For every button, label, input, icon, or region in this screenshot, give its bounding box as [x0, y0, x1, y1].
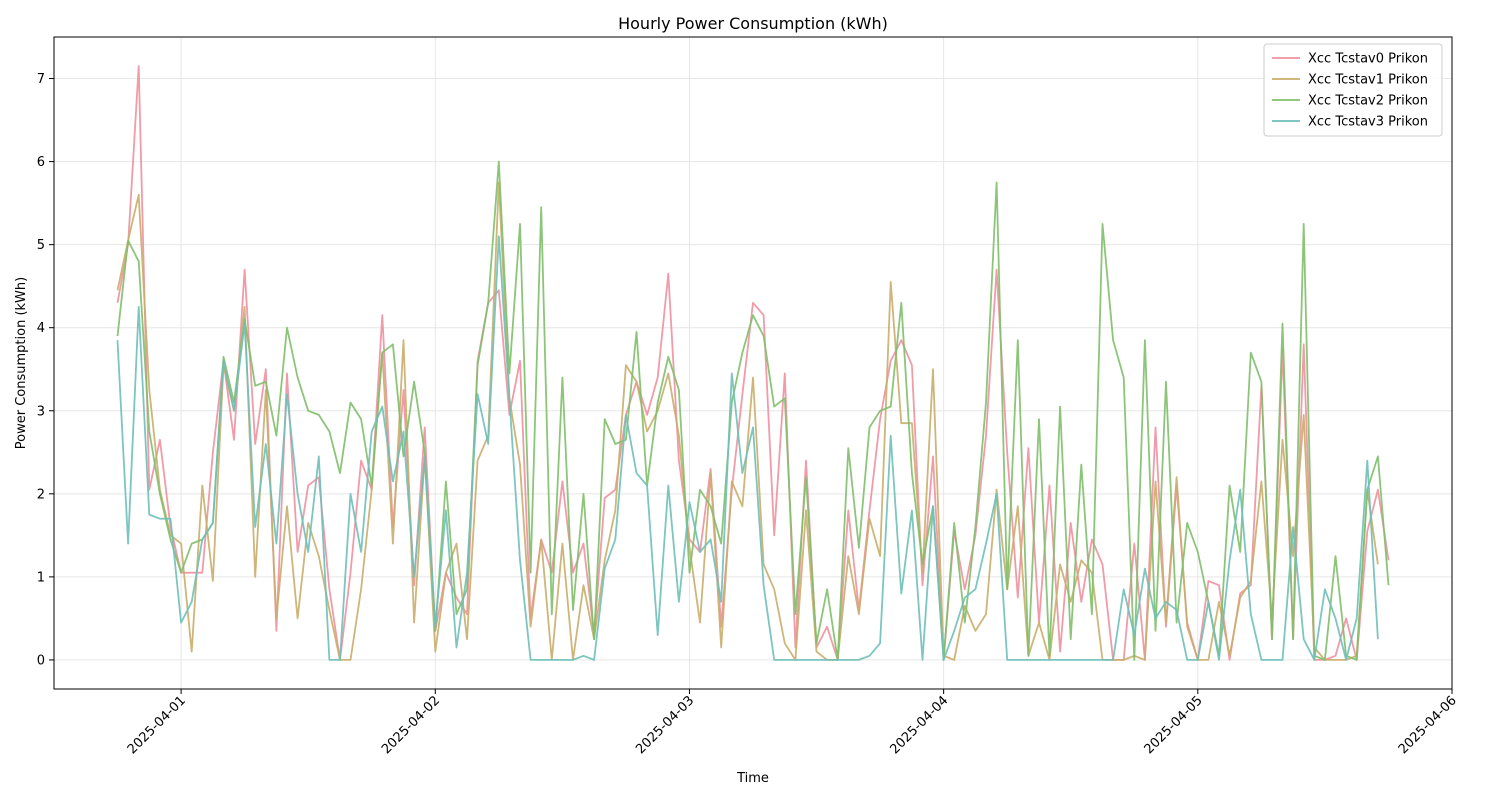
- y-tick-label: 5: [37, 238, 45, 253]
- y-tick-label: 2: [37, 487, 45, 502]
- y-tick-label: 1: [37, 570, 45, 585]
- legend: Xcc Tcstav0 Prikon Xcc Tcstav1 Prikon Xcc …: [1263, 43, 1443, 137]
- grid-lines: [54, 37, 1453, 689]
- series-line-2: [116, 160, 1390, 661]
- series-line-3: [116, 235, 1379, 661]
- y-tick-label: 3: [37, 404, 45, 419]
- x-axis-title: Time: [736, 771, 769, 786]
- legend-label: Xcc Tcstav0 Prikon: [1308, 52, 1428, 67]
- plot-area-frame: [53, 36, 1453, 690]
- chart-title: Hourly Power Consumption (kWh): [618, 14, 888, 33]
- y-axis-title: Power Consumption (kWh): [14, 277, 29, 449]
- y-tick-label: 7: [37, 72, 45, 87]
- y-tick-label: 0: [37, 653, 45, 668]
- legend-label: Xcc Tcstav2 Prikon: [1308, 94, 1428, 109]
- legend-box: [1263, 43, 1443, 137]
- series-line-1: [116, 181, 1379, 661]
- legend-label: Xcc Tcstav3 Prikon: [1308, 115, 1428, 130]
- y-tick-label: 6: [37, 155, 45, 170]
- legend-label: Xcc Tcstav1 Prikon: [1308, 73, 1428, 88]
- series-group: [116, 65, 1390, 661]
- y-tick-label: 4: [37, 321, 45, 336]
